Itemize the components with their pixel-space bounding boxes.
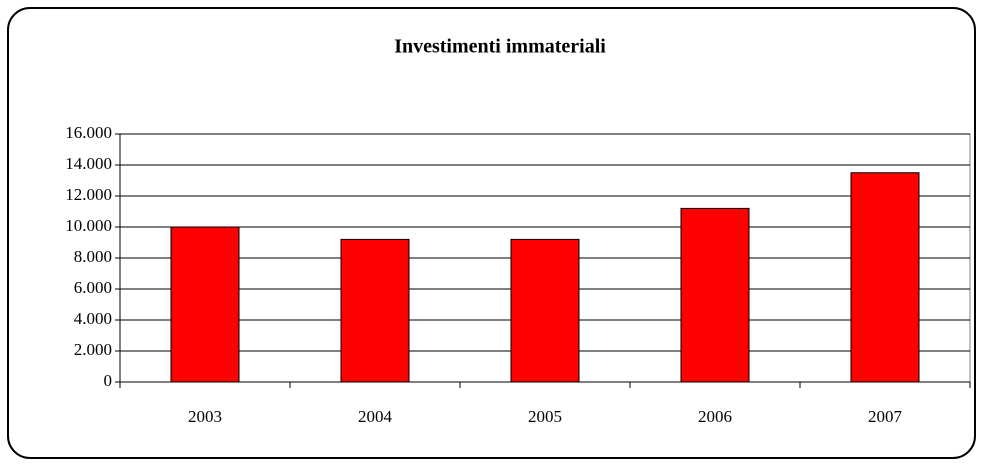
y-tick-label: 4.000 [74,309,112,328]
chart-frame [7,7,976,459]
y-tick-label: 16.000 [65,123,112,142]
y-tick-label: 12.000 [65,185,112,204]
chart-title: Investimenti immateriali [394,36,606,58]
x-tick-label: 2005 [528,407,562,426]
bar [510,238,580,383]
x-tick-label: 2003 [188,407,222,426]
y-tick-label: 6.000 [74,278,112,297]
y-tick-label: 14.000 [65,154,112,173]
bar [850,172,920,383]
x-tick-label: 2004 [358,407,393,426]
y-tick-label: 10.000 [65,216,112,235]
x-tick-label: 2007 [868,407,903,426]
x-tick-label: 2006 [698,407,732,426]
y-tick-label: 8.000 [74,247,112,266]
bar [170,226,240,383]
bar [680,207,750,383]
bar [340,238,410,383]
y-tick-label: 0 [104,371,113,390]
y-tick-label: 2.000 [74,340,112,359]
